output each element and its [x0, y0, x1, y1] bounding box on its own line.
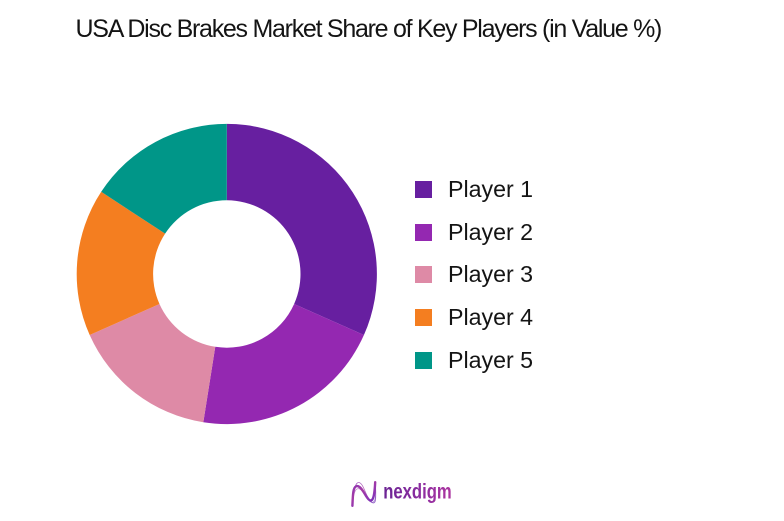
svg-text:nexdigm: nexdigm — [383, 481, 452, 504]
